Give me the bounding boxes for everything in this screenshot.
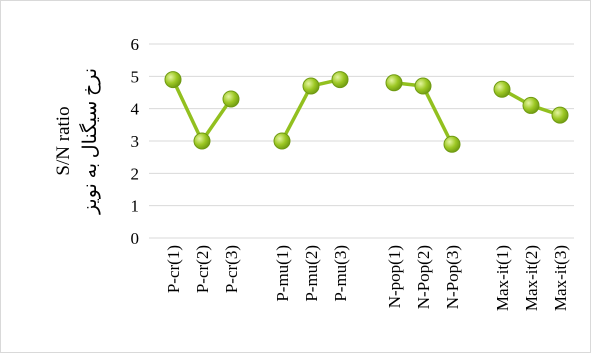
data-point xyxy=(302,77,320,95)
grid-layer xyxy=(149,43,574,239)
data-point xyxy=(164,71,182,89)
x-tick-label: N-Pop(3) xyxy=(443,245,462,309)
data-point xyxy=(551,106,569,124)
y-tick-label: 5 xyxy=(131,67,140,86)
x-tick-label: Max-it(2) xyxy=(522,245,541,311)
x-tick-label: P-cr(1) xyxy=(164,245,183,293)
x-tick-label: P-mu(1) xyxy=(273,245,292,302)
y-tick-label: 3 xyxy=(131,132,140,151)
x-tick-label: Max-it(3) xyxy=(551,245,570,311)
series-line xyxy=(171,78,233,143)
y-tick-label: 2 xyxy=(131,164,140,183)
data-point xyxy=(414,77,432,95)
x-tick-label: N-pop(1) xyxy=(385,245,404,308)
y-axis-titles: S/N ratio نرخ سیگنال به نویز xyxy=(53,68,101,215)
x-tick-label: Max-it(1) xyxy=(493,245,512,311)
y-axis-title-persian: نرخ سیگنال به نویز xyxy=(78,68,101,215)
x-tick-labels: P-cr(1) P-cr(2) P-cr(3) P-mu(1) P-mu(2) P-mu(… xyxy=(164,245,570,311)
x-tick-label: N-Pop(2) xyxy=(414,245,433,309)
x-tick-label: P-cr(3) xyxy=(222,245,241,293)
data-point xyxy=(273,132,291,150)
data-point xyxy=(522,96,540,114)
y-tick-label: 0 xyxy=(131,229,140,248)
y-tick-label: 1 xyxy=(131,197,140,216)
y-axis-title: S/N ratio xyxy=(53,106,74,175)
y-tick-labels: 0 1 2 3 4 5 6 xyxy=(131,35,140,248)
data-point xyxy=(493,80,511,98)
data-point xyxy=(385,74,403,92)
x-tick-label: P-cr(2) xyxy=(193,245,212,293)
x-tick-label: P-mu(3) xyxy=(331,245,350,302)
data-point xyxy=(193,132,211,150)
data-point xyxy=(331,71,349,89)
series-markers xyxy=(164,71,569,153)
data-point xyxy=(222,90,240,108)
x-tick-label: P-mu(2) xyxy=(302,245,321,302)
y-tick-label: 6 xyxy=(131,35,140,54)
y-tick-label: 4 xyxy=(131,100,140,119)
data-point xyxy=(443,135,461,153)
